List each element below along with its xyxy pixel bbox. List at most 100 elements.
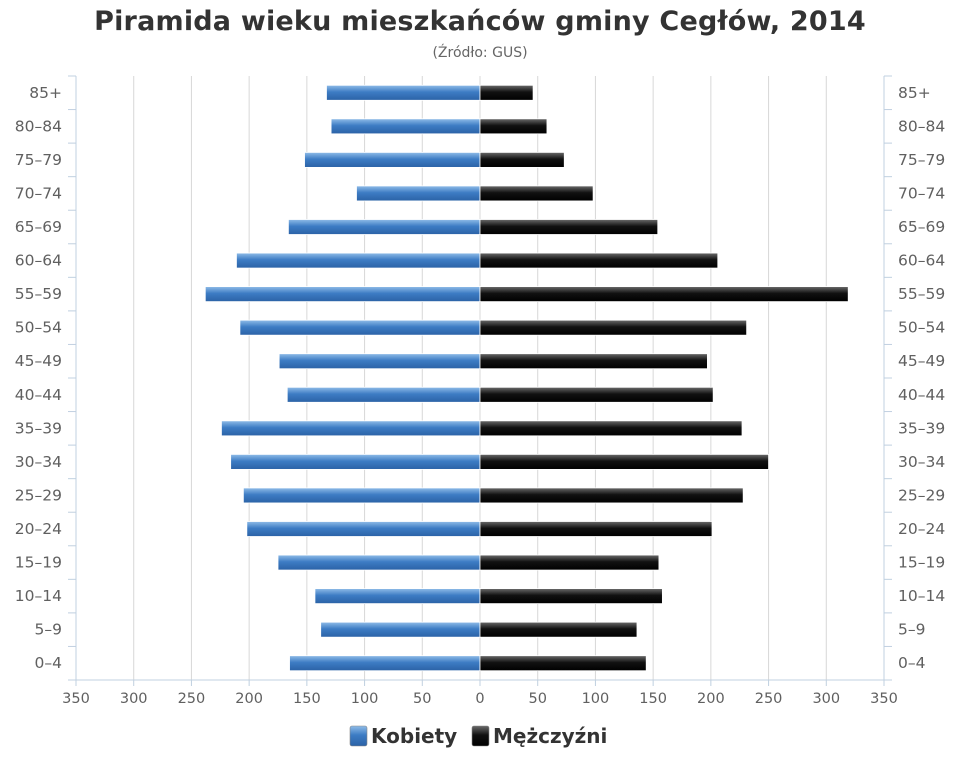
bar-mezczyzni[interactable] bbox=[479, 386, 714, 403]
y-category-label-left: 40–44 bbox=[15, 386, 62, 404]
y-category-label-left: 25–29 bbox=[15, 486, 62, 504]
y-category-label-right: 35–39 bbox=[898, 419, 945, 437]
x-tick-label: 100 bbox=[351, 691, 379, 707]
bar-kobiety[interactable] bbox=[221, 420, 481, 437]
y-category-label-left: 60–64 bbox=[15, 252, 62, 270]
bar-mezczyzni[interactable] bbox=[479, 185, 594, 202]
x-tick-label: 300 bbox=[120, 691, 148, 707]
legend-label: Kobiety bbox=[371, 724, 457, 748]
legend[interactable]: Kobiety Mężczyźni bbox=[349, 724, 607, 748]
x-tick-label: 250 bbox=[178, 691, 206, 707]
bar-kobiety[interactable] bbox=[236, 252, 481, 269]
x-tick-label: 350 bbox=[62, 691, 90, 707]
bar-mezczyzni[interactable] bbox=[479, 554, 660, 571]
y-category-label-right: 45–49 bbox=[898, 352, 945, 370]
bar-kobiety[interactable] bbox=[278, 353, 481, 370]
y-category-label-left: 30–34 bbox=[15, 453, 62, 471]
bar-kobiety[interactable] bbox=[330, 118, 481, 135]
x-tick-label: 350 bbox=[870, 691, 898, 707]
y-category-label-left: 70–74 bbox=[15, 184, 62, 202]
bars bbox=[204, 84, 849, 672]
bar-mezczyzni[interactable] bbox=[479, 286, 849, 303]
x-tick-label: 150 bbox=[293, 691, 321, 707]
bar-mezczyzni[interactable] bbox=[479, 118, 548, 135]
bar-kobiety[interactable] bbox=[314, 588, 481, 605]
bar-kobiety[interactable] bbox=[246, 521, 481, 537]
y-category-label-left: 15–19 bbox=[15, 554, 62, 572]
x-tick-label: 150 bbox=[639, 691, 667, 707]
y-category-label-left: 50–54 bbox=[15, 319, 62, 337]
bar-mezczyzni[interactable] bbox=[479, 487, 744, 504]
y-category-label-right: 25–29 bbox=[898, 486, 945, 504]
y-category-label-right: 75–79 bbox=[898, 151, 945, 169]
bar-mezczyzni[interactable] bbox=[479, 420, 743, 437]
bar-kobiety[interactable] bbox=[286, 386, 481, 403]
bar-kobiety[interactable] bbox=[287, 219, 481, 235]
bar-mezczyzni[interactable] bbox=[479, 219, 659, 235]
bar-mezczyzni[interactable] bbox=[479, 655, 647, 672]
bar-kobiety[interactable] bbox=[239, 319, 481, 336]
bar-mezczyzni[interactable] bbox=[479, 353, 708, 370]
legend-item-kobiety[interactable]: Kobiety bbox=[349, 724, 457, 748]
x-tick-label: 300 bbox=[812, 691, 840, 707]
y-category-label-left: 0–4 bbox=[35, 654, 62, 672]
y-category-label-left: 10–14 bbox=[15, 587, 62, 605]
bar-mezczyzni[interactable] bbox=[479, 252, 719, 269]
bar-kobiety[interactable] bbox=[204, 286, 481, 303]
y-category-label-right: 65–69 bbox=[898, 218, 945, 236]
x-tick-label: 200 bbox=[697, 691, 725, 707]
bar-kobiety[interactable] bbox=[289, 655, 481, 672]
legend-item-mezczyzni[interactable]: Mężczyźni bbox=[471, 724, 607, 748]
x-tick-label: 50 bbox=[528, 691, 546, 707]
y-category-label-left: 75–79 bbox=[15, 151, 62, 169]
bar-mezczyzni[interactable] bbox=[479, 319, 748, 336]
y-category-label-right: 80–84 bbox=[898, 117, 945, 135]
y-category-label-right: 15–19 bbox=[898, 554, 945, 572]
y-category-label-right: 85+ bbox=[898, 84, 931, 102]
bar-kobiety[interactable] bbox=[304, 151, 481, 168]
y-category-label-right: 55–59 bbox=[898, 285, 945, 303]
chart-subtitle: (Źródło: GUS) bbox=[432, 45, 528, 61]
y-category-label-right: 20–24 bbox=[898, 520, 945, 538]
y-category-label-left: 20–24 bbox=[15, 520, 62, 538]
x-tick-label: 0 bbox=[475, 691, 484, 707]
y-category-label-left: 80–84 bbox=[15, 117, 62, 135]
y-category-label-left: 55–59 bbox=[15, 285, 62, 303]
axis-labels: 350 300 250 200 150 100 50 0 50 100 150 200 250 300 35… bbox=[15, 84, 945, 707]
y-category-label-left: 35–39 bbox=[15, 419, 62, 437]
legend-label: Mężczyźni bbox=[493, 724, 607, 748]
y-category-label-right: 0–4 bbox=[898, 654, 925, 672]
x-tick-label: 50 bbox=[413, 691, 431, 707]
y-category-label-left: 85+ bbox=[29, 84, 62, 102]
bar-mezczyzni[interactable] bbox=[479, 84, 534, 101]
axes bbox=[68, 75, 892, 686]
bar-mezczyzni[interactable] bbox=[479, 453, 769, 470]
y-category-label-left: 5–9 bbox=[35, 621, 62, 639]
legend-swatch bbox=[471, 725, 490, 747]
y-category-label-right: 5–9 bbox=[898, 621, 925, 639]
bar-mezczyzni[interactable] bbox=[479, 588, 663, 605]
bar-kobiety[interactable] bbox=[326, 84, 481, 101]
bar-kobiety[interactable] bbox=[242, 487, 481, 504]
bar-kobiety[interactable] bbox=[356, 185, 481, 202]
y-category-label-right: 60–64 bbox=[898, 252, 945, 270]
bar-mezczyzni[interactable] bbox=[479, 521, 713, 537]
bar-mezczyzni[interactable] bbox=[479, 151, 565, 168]
x-tick-label: 200 bbox=[235, 691, 263, 707]
bar-mezczyzni[interactable] bbox=[479, 621, 638, 638]
chart-title: Piramida wieku mieszkańców gminy Cegłów,… bbox=[94, 6, 866, 37]
bar-kobiety[interactable] bbox=[320, 621, 481, 638]
y-category-label-right: 70–74 bbox=[898, 184, 945, 202]
y-category-label-left: 65–69 bbox=[15, 218, 62, 236]
y-category-label-right: 30–34 bbox=[898, 453, 945, 471]
legend-swatch bbox=[349, 725, 368, 747]
x-tick-label: 100 bbox=[582, 691, 610, 707]
y-category-label-right: 50–54 bbox=[898, 319, 945, 337]
y-category-label-right: 40–44 bbox=[898, 386, 945, 404]
x-tick-label: 250 bbox=[755, 691, 783, 707]
y-category-label-right: 10–14 bbox=[898, 587, 945, 605]
bar-kobiety[interactable] bbox=[277, 554, 481, 571]
bar-kobiety[interactable] bbox=[230, 453, 481, 470]
y-category-label-left: 45–49 bbox=[15, 352, 62, 370]
